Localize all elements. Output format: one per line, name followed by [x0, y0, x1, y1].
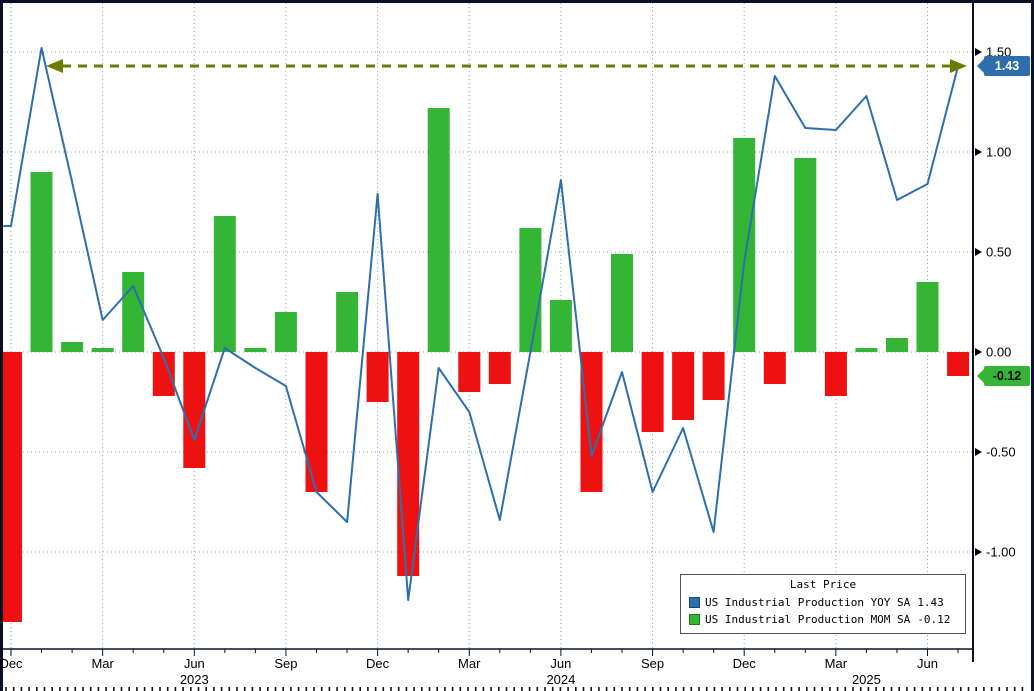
- legend-entry-label: US Industrial Production MOM SA: [705, 613, 911, 626]
- yoy-line: [3, 47, 960, 601]
- mom-series-swatch: [689, 614, 700, 625]
- mom-bar: [763, 352, 786, 384]
- legend: Last Price US Industrial Production YOY …: [680, 574, 966, 634]
- mom-bar: [794, 158, 817, 352]
- year-label: 2024: [546, 672, 575, 687]
- legend-title: Last Price: [789, 578, 857, 591]
- mom-bar: [733, 138, 756, 352]
- mom-bar: [702, 352, 725, 400]
- mom-bar: [611, 254, 633, 352]
- y-tick-arrow: [975, 48, 982, 56]
- legend-entry-value: -0.12: [917, 613, 951, 626]
- mom-bar: [824, 352, 847, 396]
- x-axis-label: Sep: [641, 656, 664, 671]
- mom-bar: [672, 352, 695, 420]
- mom-bar: [183, 352, 206, 468]
- mom-bar: [152, 352, 175, 396]
- mom-bar: [947, 352, 970, 376]
- x-axis-label: Mar: [458, 656, 481, 671]
- mom-bar: [366, 352, 389, 402]
- y-tick-arrow: [975, 148, 982, 156]
- mom-bar: [305, 352, 328, 492]
- mom-bar: [641, 352, 664, 432]
- x-axis-label: Sep: [274, 656, 297, 671]
- mom-bar: [519, 228, 542, 352]
- mom-bar: [274, 312, 297, 352]
- year-label: 2023: [180, 672, 209, 687]
- mom-bar: [0, 352, 22, 622]
- yoy-series-swatch: [689, 597, 700, 608]
- x-axis-label: Dec: [733, 656, 757, 671]
- y-axis-label: -1.00: [986, 545, 1016, 560]
- mom-bar: [427, 108, 450, 352]
- x-axis-label: Dec: [366, 656, 390, 671]
- y-axis-label: 0.50: [986, 245, 1011, 260]
- mom-bar: [336, 292, 359, 352]
- x-axis-label: Jun: [917, 656, 938, 671]
- legend-entry-value: 1.43: [917, 596, 944, 609]
- y-tick-arrow: [975, 448, 982, 456]
- y-axis-label: 1.00: [986, 145, 1011, 160]
- y-tick-arrow: [975, 548, 982, 556]
- legend-entry-yoy[interactable]: US Industrial Production YOY SA 1.43: [689, 594, 957, 611]
- mom-bar: [549, 300, 572, 352]
- y-tick-arrow: [975, 248, 982, 256]
- x-axis-label: Jun: [184, 656, 205, 671]
- y-axis-label: -0.50: [986, 445, 1016, 460]
- mom-bar: [30, 172, 53, 352]
- mom-bar: [488, 352, 511, 384]
- legend-entry-mom[interactable]: US Industrial Production MOM SA -0.12: [689, 611, 957, 628]
- x-axis-label: Mar: [91, 656, 114, 671]
- y-axis-label: 1.50: [986, 45, 1011, 60]
- y-tick-arrow: [975, 348, 982, 356]
- mom-bar: [91, 348, 114, 352]
- mom-bar: [580, 352, 603, 492]
- mom-bar: [916, 282, 939, 352]
- x-axis-label: Mar: [825, 656, 848, 671]
- mom-bar: [855, 348, 878, 352]
- mom-last-price-callout: -0.12: [977, 366, 1030, 386]
- mom-bar: [886, 338, 908, 352]
- mom-bar: [244, 348, 267, 352]
- mom-bar: [61, 342, 84, 352]
- yoy-last-price-callout: 1.43: [977, 56, 1030, 76]
- legend-entry-label: US Industrial Production YOY SA: [705, 596, 911, 609]
- x-axis-label: Dec: [0, 656, 23, 671]
- mom-bar: [122, 272, 145, 352]
- dashed-line-right-arrow: [950, 59, 967, 73]
- dashed-line-left-arrow: [46, 59, 63, 73]
- mom-bar: [458, 352, 481, 392]
- x-axis-label: Jun: [550, 656, 571, 671]
- year-label: 2025: [852, 672, 881, 687]
- y-axis-label: 0.00: [986, 345, 1011, 360]
- mom-bar: [213, 216, 236, 352]
